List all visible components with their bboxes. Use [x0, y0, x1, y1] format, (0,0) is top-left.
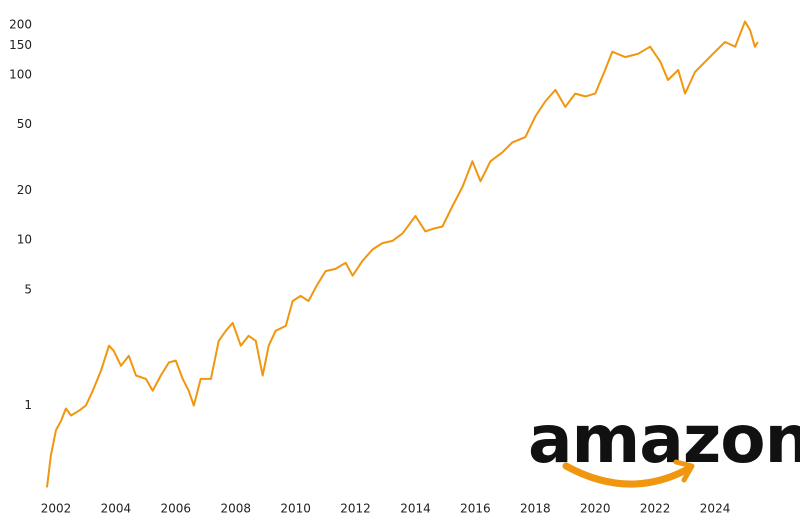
x-tick-label: 2006 — [161, 502, 192, 516]
x-tick-label: 2018 — [520, 502, 551, 516]
y-tick-label: 1 — [24, 398, 32, 412]
x-tick-label: 2020 — [580, 502, 611, 516]
y-tick-label: 150 — [9, 38, 32, 52]
x-tick-label: 2016 — [460, 502, 491, 516]
y-tick-label: 200 — [9, 18, 32, 32]
x-tick-label: 2010 — [280, 502, 311, 516]
logo-arrow — [673, 459, 695, 483]
x-tick-label: 2014 — [400, 502, 431, 516]
x-tick-label: 2012 — [340, 502, 371, 516]
x-tick-label: 2022 — [640, 502, 671, 516]
logo-text: amazon — [528, 401, 800, 478]
x-tick-label: 2002 — [41, 502, 72, 516]
x-tick-label: 2004 — [101, 502, 132, 516]
x-tick-label: 2024 — [700, 502, 731, 516]
y-tick-label: 100 — [9, 67, 32, 81]
y-tick-label: 5 — [24, 282, 32, 296]
x-tick-label: 2008 — [220, 502, 251, 516]
logo-smile — [562, 462, 690, 488]
y-tick-label: 50 — [17, 117, 32, 131]
y-tick-label: 10 — [17, 233, 32, 247]
price-line — [46, 20, 759, 488]
y-tick-label: 20 — [17, 183, 32, 197]
